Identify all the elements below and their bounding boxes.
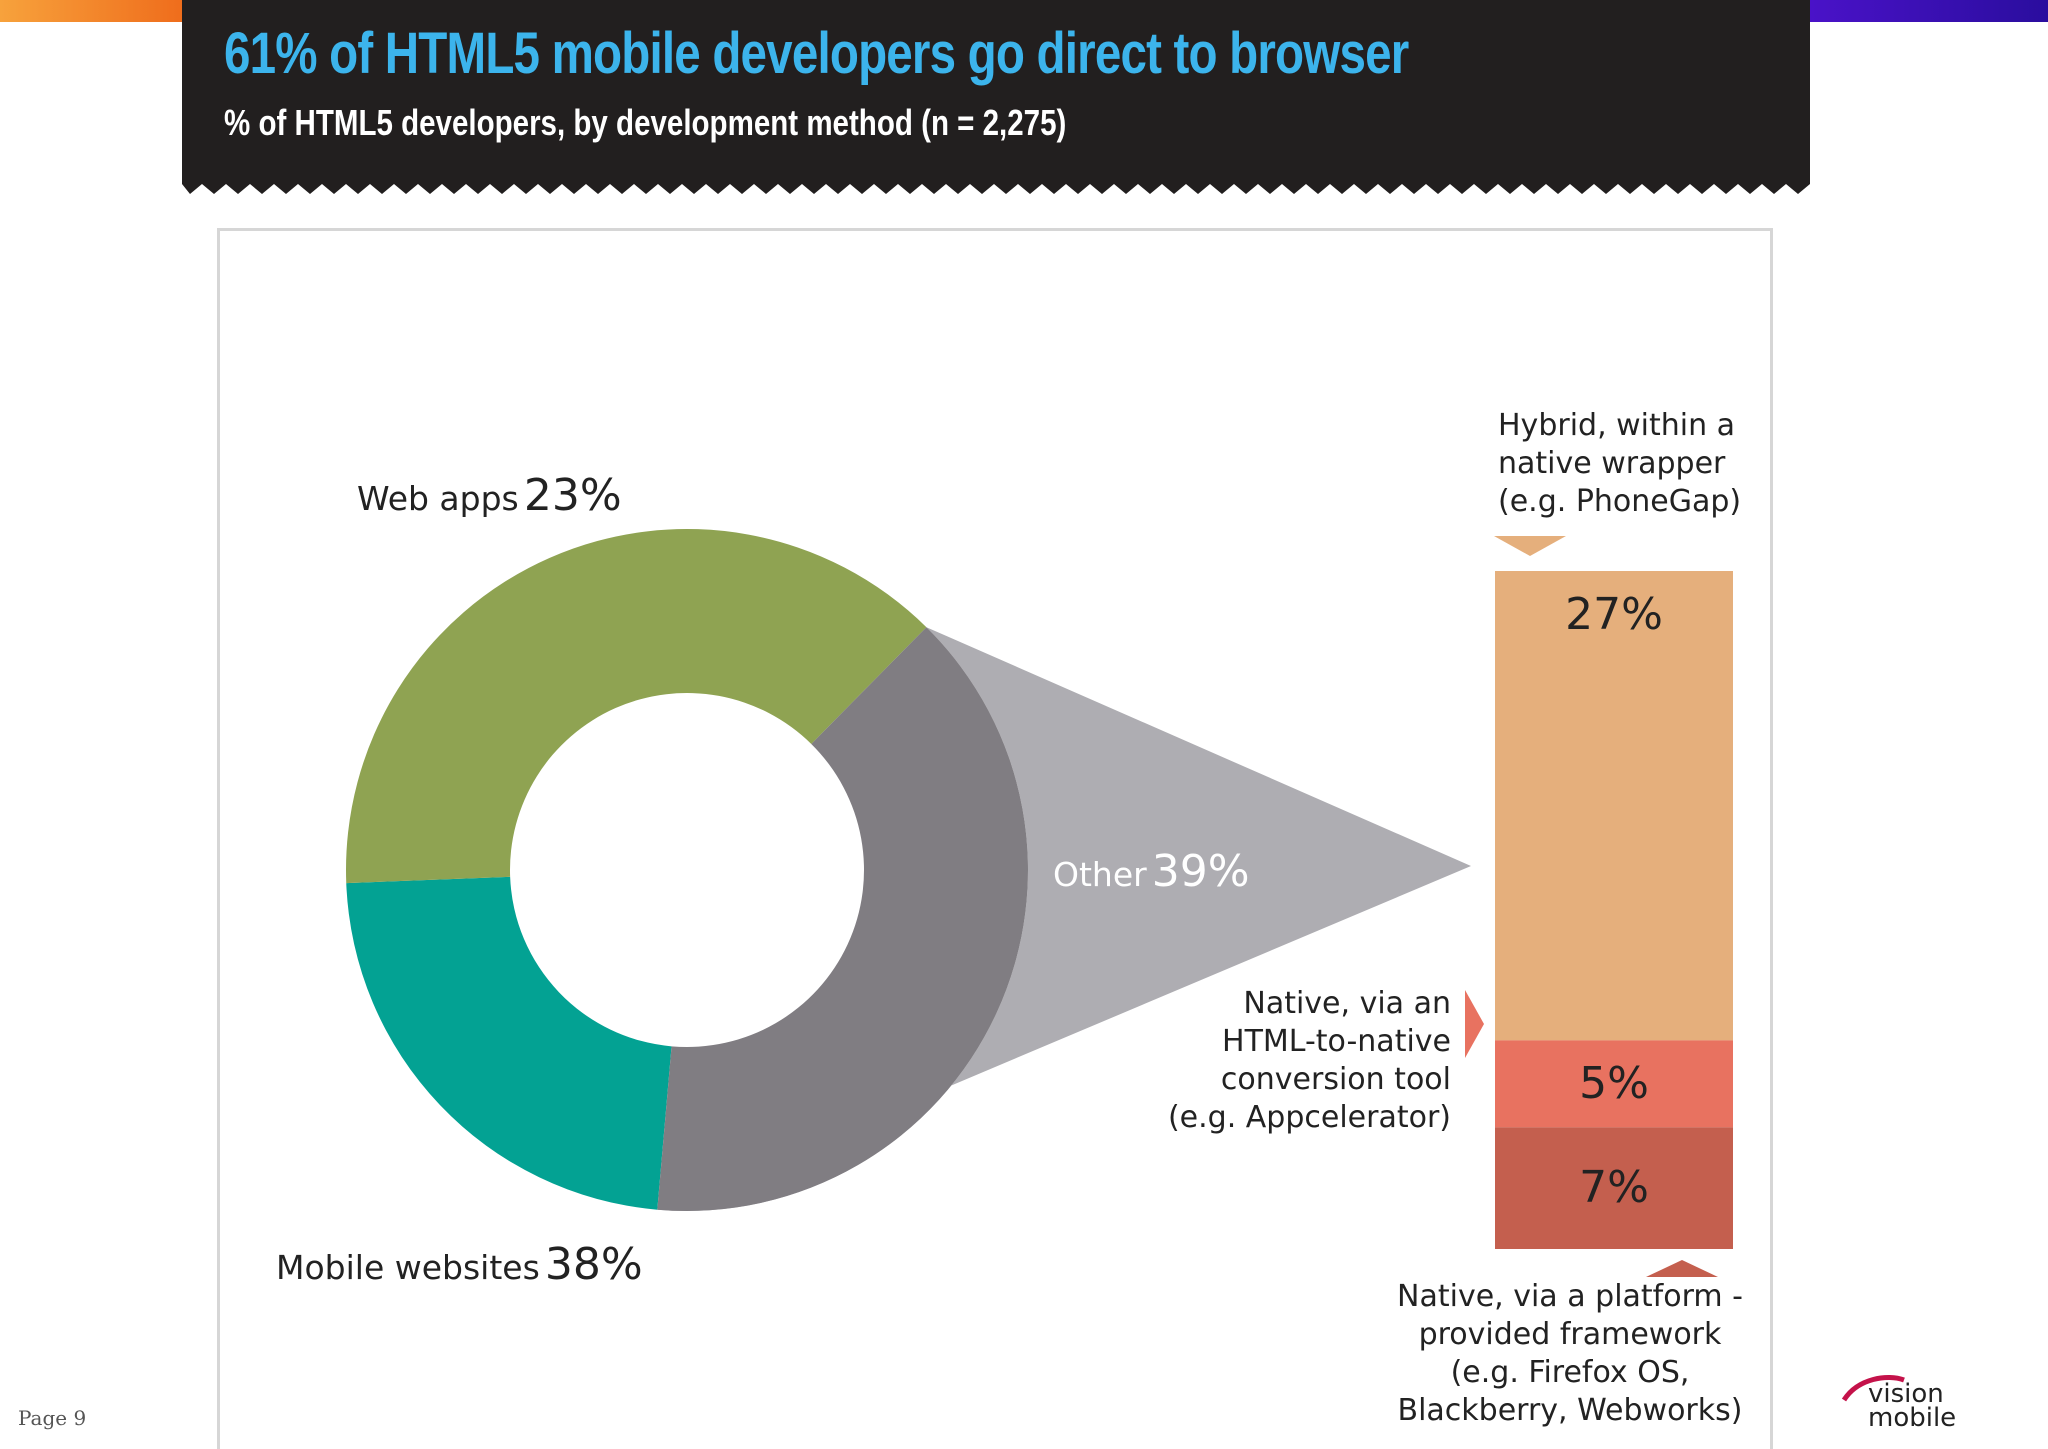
other-label: Other 39%: [1053, 850, 1250, 894]
framework-note-line: Blackberry, Webworks): [1397, 1393, 1743, 1428]
web-apps-value: 23%: [523, 470, 622, 521]
accent-strip-left: [0, 0, 182, 22]
bar-value-hybrid: 27%: [1565, 589, 1663, 640]
chart-panel: [217, 228, 1773, 1449]
vision-mobile-logo: vision mobile: [1841, 1375, 1956, 1430]
accent-strip-right: [1810, 0, 2048, 22]
conversion-note-line: (e.g. Appcelerator): [1167, 1100, 1451, 1135]
header-band: [182, 0, 1810, 194]
bar-segment-conversion-tool: [1495, 1040, 1733, 1128]
pie-slice-web-apps: [346, 876, 672, 1210]
other-name: Other: [1053, 855, 1147, 894]
conversion-pointer-icon: [1465, 990, 1484, 1058]
svg-text:vision: vision: [1868, 1379, 1944, 1409]
mobile-websites-value: 38%: [544, 1239, 643, 1290]
other-value: 39%: [1151, 846, 1250, 897]
svg-text:mobile: mobile: [1868, 1403, 1956, 1430]
conversion-note-line: Native, via an: [1243, 986, 1451, 1021]
mobile-websites-label: Mobile websites 38%: [276, 1243, 643, 1287]
mobile-websites-name: Mobile websites: [276, 1248, 540, 1287]
other-callout-wedge: [657, 627, 1471, 1211]
page-number: Page 9: [18, 1406, 87, 1430]
bar-value-platform-framework: 7%: [1579, 1162, 1649, 1214]
framework-pointer-icon: [1646, 1260, 1718, 1277]
hybrid-note-line: native wrapper: [1498, 446, 1726, 481]
hybrid-pointer-icon: [1494, 536, 1566, 556]
hybrid-note-line: (e.g. PhoneGap): [1498, 484, 1742, 519]
hybrid-note-line: Hybrid, within a: [1498, 408, 1736, 443]
web-apps-name: Web apps: [357, 479, 519, 518]
web-apps-label: Web apps 23%: [357, 474, 622, 518]
framework-note: Native, via a platform - provided framew…: [1380, 1278, 1760, 1430]
pie-slice-mobile-websites: [345, 528, 927, 884]
chart-subtitle: % of HTML5 developers, by development me…: [224, 102, 1067, 143]
pie-slice-other: [657, 627, 1029, 1211]
conversion-note-line: HTML-to-native: [1222, 1024, 1451, 1059]
hybrid-note: Hybrid, within a native wrapper (e.g. Ph…: [1498, 407, 1741, 521]
conversion-note: Native, via an HTML-to-native conversion…: [1168, 985, 1451, 1137]
framework-note-line: Native, via a platform -: [1397, 1279, 1743, 1314]
bar-segment-platform-framework: [1495, 1127, 1733, 1249]
framework-note-line: (e.g. Firefox OS,: [1450, 1355, 1690, 1390]
bar-segment-hybrid: [1495, 571, 1733, 1041]
bar-value-conversion-tool: 5%: [1579, 1057, 1649, 1109]
conversion-note-line: conversion tool: [1220, 1062, 1451, 1097]
framework-note-line: provided framework: [1418, 1317, 1722, 1352]
chart-title: 61% of HTML5 mobile developers go direct…: [224, 21, 1409, 86]
